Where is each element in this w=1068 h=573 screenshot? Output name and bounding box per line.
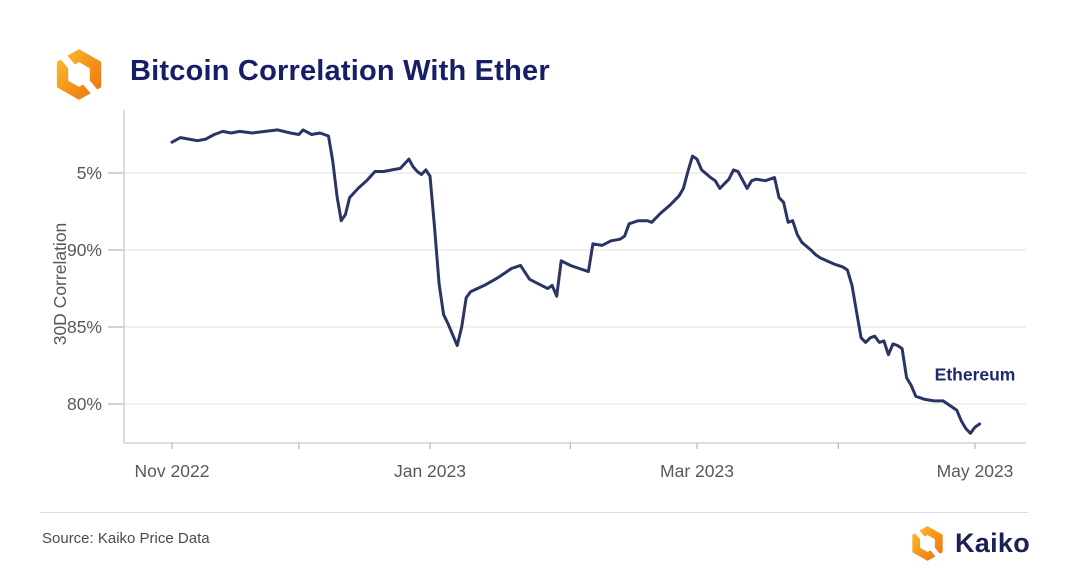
kaiko-brand: Kaiko (909, 522, 1030, 564)
footer-divider (40, 512, 1028, 513)
correlation-line (170, 128, 982, 435)
brand-wordmark: Kaiko (954, 527, 1030, 558)
y-axis-title: 30D Correlation (50, 223, 70, 346)
y-tick-label: 5% (77, 163, 102, 183)
x-tick-label: May 2023 (937, 461, 1014, 481)
kaiko-logo-icon (909, 524, 946, 562)
source-note: Source: Kaiko Price Data (42, 530, 210, 547)
x-tick-label: Nov 2022 (135, 461, 210, 481)
y-tick-label: 85% (67, 317, 102, 337)
ethereum-label: Ethereum (935, 365, 1016, 385)
y-tick-label: 90% (67, 240, 102, 260)
x-tick-label: Jan 2023 (394, 461, 466, 481)
x-tick-label: Mar 2023 (660, 461, 734, 481)
y-tick-label: 80% (67, 394, 102, 414)
page-title: Bitcoin Correlation With Ether (130, 55, 550, 87)
